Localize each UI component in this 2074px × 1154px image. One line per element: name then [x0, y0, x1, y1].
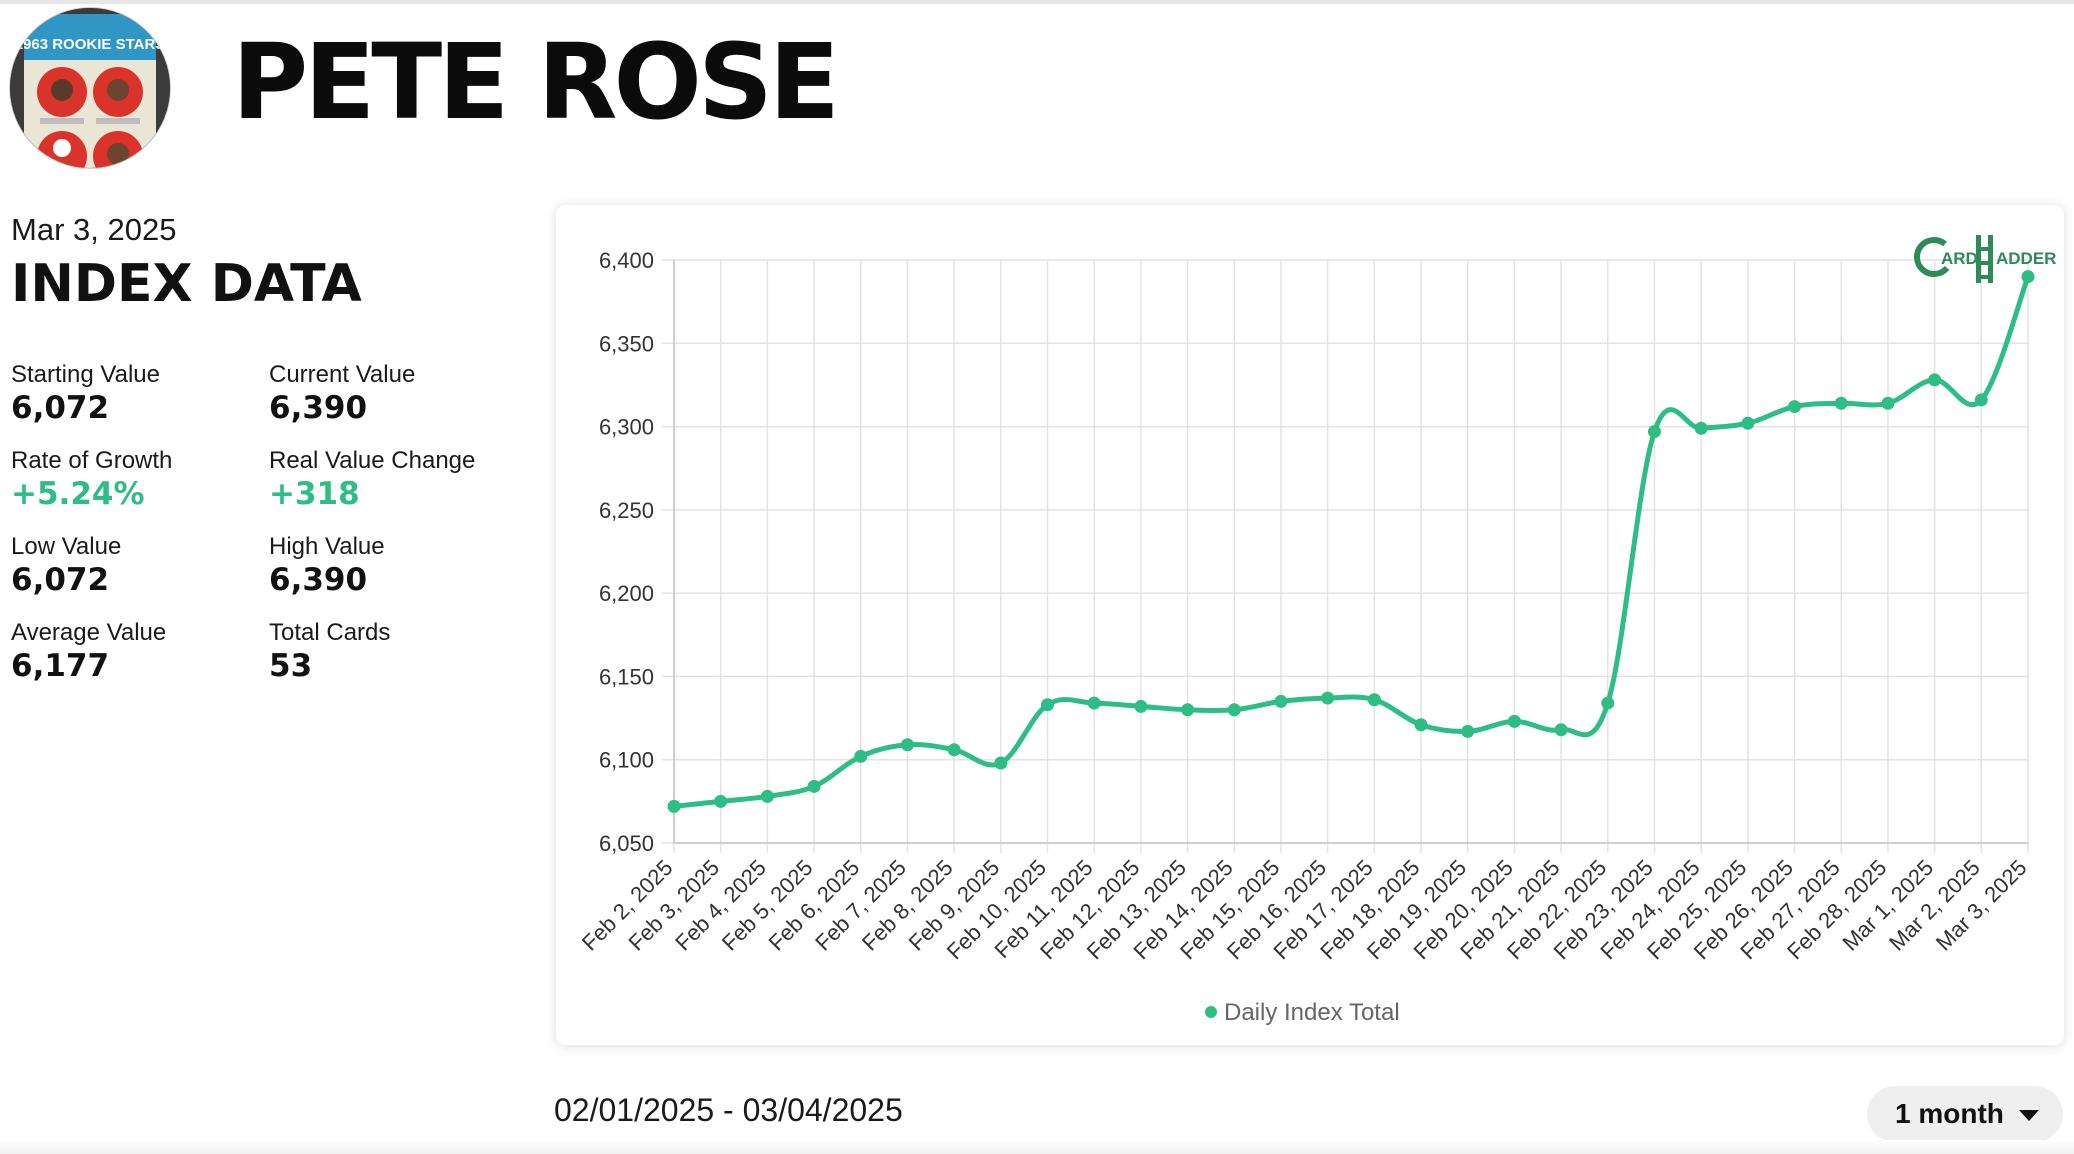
legend-label: Daily Index Total [1224, 999, 1400, 1026]
stat-value: 6,390 [269, 562, 368, 598]
data-point[interactable] [1181, 703, 1195, 717]
data-point[interactable] [1087, 696, 1101, 710]
data-point[interactable] [1134, 699, 1148, 713]
stat-value: 53 [269, 648, 313, 684]
data-point[interactable] [900, 738, 914, 752]
y-tick-label: 6,250 [599, 498, 654, 523]
y-tick-label: 6,300 [599, 415, 654, 440]
stat-label: Current Value [269, 361, 416, 388]
logo-text-right: ADDER [1996, 249, 2056, 268]
stat-value: 6,072 [11, 390, 110, 426]
y-tick-label: 6,050 [599, 831, 654, 856]
data-point[interactable] [1741, 416, 1755, 430]
stat-label: Starting Value [11, 361, 160, 388]
index-line-chart: 6,050 6,100 6,150 6,200 6,250 6,300 6,350 6,400… [577, 235, 2056, 1026]
stat-current-value: Current Value 6,390 [269, 360, 519, 426]
data-point[interactable] [1274, 694, 1288, 708]
data-point[interactable] [1507, 714, 1521, 728]
logo-text-left: ARD [1941, 249, 1978, 268]
stat-starting-value: Starting Value 6,072 [11, 360, 261, 426]
data-point[interactable] [760, 789, 774, 803]
data-point[interactable] [1601, 696, 1615, 710]
stat-total-cards: Total Cards 53 [269, 618, 519, 684]
card-ladder-logo: ARD ADDER [1914, 235, 2056, 283]
index-chart-card: 6,050 6,100 6,150 6,200 6,250 6,300 6,350 6,400… [556, 205, 2064, 1045]
y-tick-label: 6,100 [599, 748, 654, 773]
data-point[interactable] [1367, 693, 1381, 707]
as-of-date: Mar 3, 2025 [11, 212, 177, 247]
data-point[interactable] [1227, 703, 1241, 717]
top-divider [0, 0, 2074, 4]
stat-label: Low Value [11, 533, 122, 560]
data-point[interactable] [994, 756, 1008, 770]
data-point[interactable] [1694, 421, 1708, 435]
stat-label: Real Value Change [269, 447, 476, 474]
chevron-down-icon [2019, 1110, 2039, 1121]
data-point[interactable] [1928, 373, 1942, 387]
stat-rate-of-growth: Rate of Growth +5.24% [11, 446, 261, 512]
series-line-daily-index-total [671, 274, 2031, 809]
data-point[interactable] [1881, 396, 1895, 410]
stat-label: Average Value [11, 619, 167, 646]
stat-low-value: Low Value 6,072 [11, 532, 261, 598]
index-data-title: INDEX DATA [11, 254, 362, 314]
stat-high-value: High Value 6,390 [269, 532, 519, 598]
data-point[interactable] [807, 779, 821, 793]
data-point[interactable] [854, 749, 868, 763]
baseball-card-image: 1963 ROOKIE STARS [10, 8, 170, 168]
time-range-selected: 1 month [1895, 1098, 2004, 1129]
y-tick-label: 6,150 [599, 664, 654, 689]
stat-real-value-change: Real Value Change +318 [269, 446, 519, 512]
stat-value: 6,177 [11, 648, 110, 684]
player-name: PETE ROSE [232, 21, 840, 143]
legend-marker [1205, 1006, 1217, 1018]
data-point[interactable] [1321, 691, 1335, 705]
stat-value: 6,390 [269, 390, 368, 426]
player-card-avatar: 1963 ROOKIE STARS [10, 8, 170, 168]
data-point[interactable] [1834, 396, 1848, 410]
data-point[interactable] [2021, 270, 2035, 284]
data-point[interactable] [1461, 724, 1475, 738]
stat-label: Total Cards [269, 619, 391, 646]
data-point[interactable] [1554, 723, 1568, 737]
data-point[interactable] [1974, 393, 1988, 407]
stat-value: +318 [269, 476, 360, 512]
chart-legend: Daily Index Total [1205, 999, 1400, 1026]
data-point[interactable] [1788, 400, 1802, 414]
stat-label: Rate of Growth [11, 447, 173, 474]
stat-label: High Value [269, 533, 385, 560]
bottom-fade [0, 1140, 2074, 1154]
stat-value: 6,072 [11, 562, 110, 598]
data-point[interactable] [714, 794, 728, 808]
stat-average-value: Average Value 6,177 [11, 618, 261, 684]
data-point[interactable] [947, 743, 961, 757]
data-point[interactable] [1647, 425, 1661, 439]
time-range-dropdown[interactable]: 1 month [1867, 1086, 2063, 1142]
card-caption: 1963 ROOKIE STARS [15, 36, 166, 53]
data-point[interactable] [667, 799, 681, 813]
y-tick-label: 6,400 [599, 248, 654, 273]
y-tick-label: 6,350 [599, 331, 654, 356]
data-point[interactable] [1041, 698, 1055, 712]
stat-value: +5.24% [11, 476, 145, 512]
data-point[interactable] [1414, 718, 1428, 732]
date-range-display: 02/01/2025 - 03/04/2025 [554, 1092, 903, 1128]
y-tick-label: 6,200 [599, 581, 654, 606]
